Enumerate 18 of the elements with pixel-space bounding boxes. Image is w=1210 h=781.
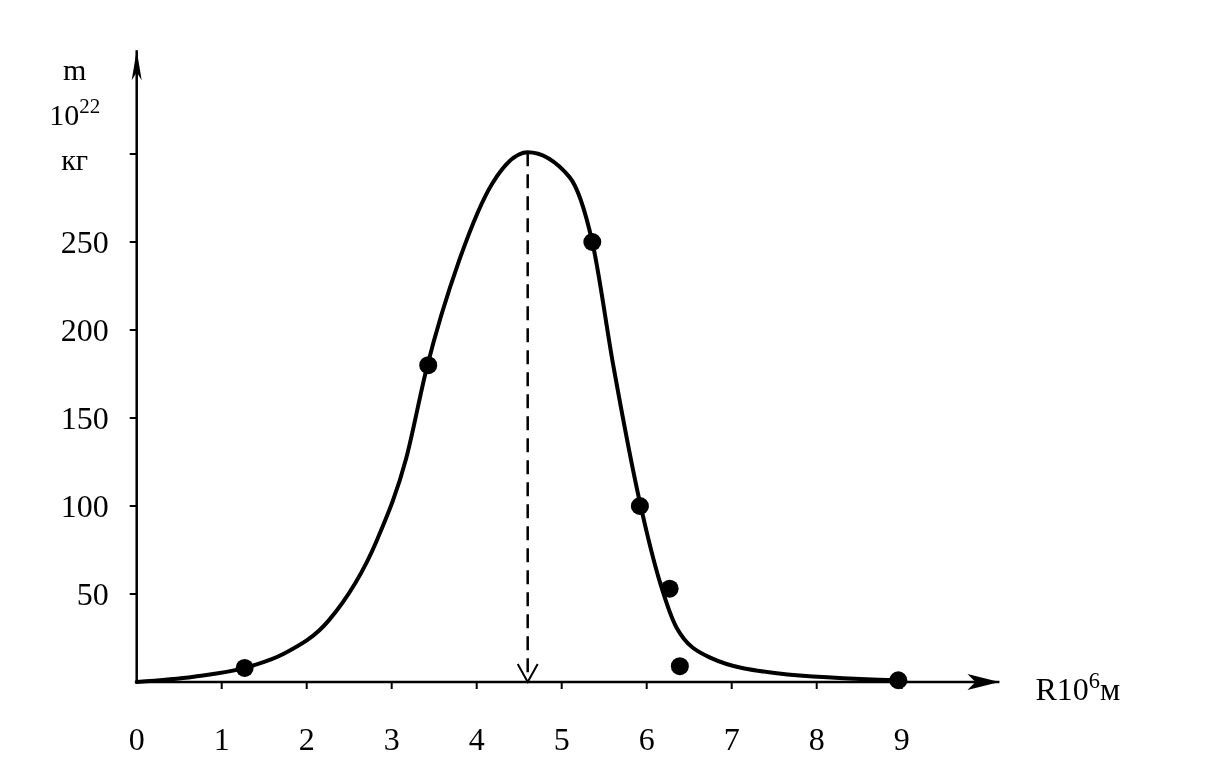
x-tick-label: 2: [298, 721, 315, 757]
x-tick-label: 6: [638, 721, 655, 757]
x-tick-label: 4: [468, 721, 485, 757]
y-tick-label: 150: [60, 400, 109, 436]
x-tick-label: 0: [128, 721, 145, 757]
x-tick-label: 3: [383, 721, 400, 757]
x-tick-label: 7: [723, 721, 740, 757]
y-tick-label: 200: [60, 312, 109, 348]
x-tick-label: 5: [553, 721, 570, 757]
y-tick-label: 100: [60, 488, 109, 524]
x-tick-label: 8: [808, 721, 825, 757]
point: [670, 657, 689, 676]
x-axis-title: R10$^{6}$м: [1035, 667, 1121, 707]
y-tick-label: 50: [76, 576, 109, 612]
y-tick-label: 250: [60, 224, 109, 260]
x-tick-label: 9: [893, 721, 910, 757]
y-axis-title: m 10$^{22}$ кг: [49, 53, 101, 177]
x-tick-label: 1: [213, 721, 230, 757]
